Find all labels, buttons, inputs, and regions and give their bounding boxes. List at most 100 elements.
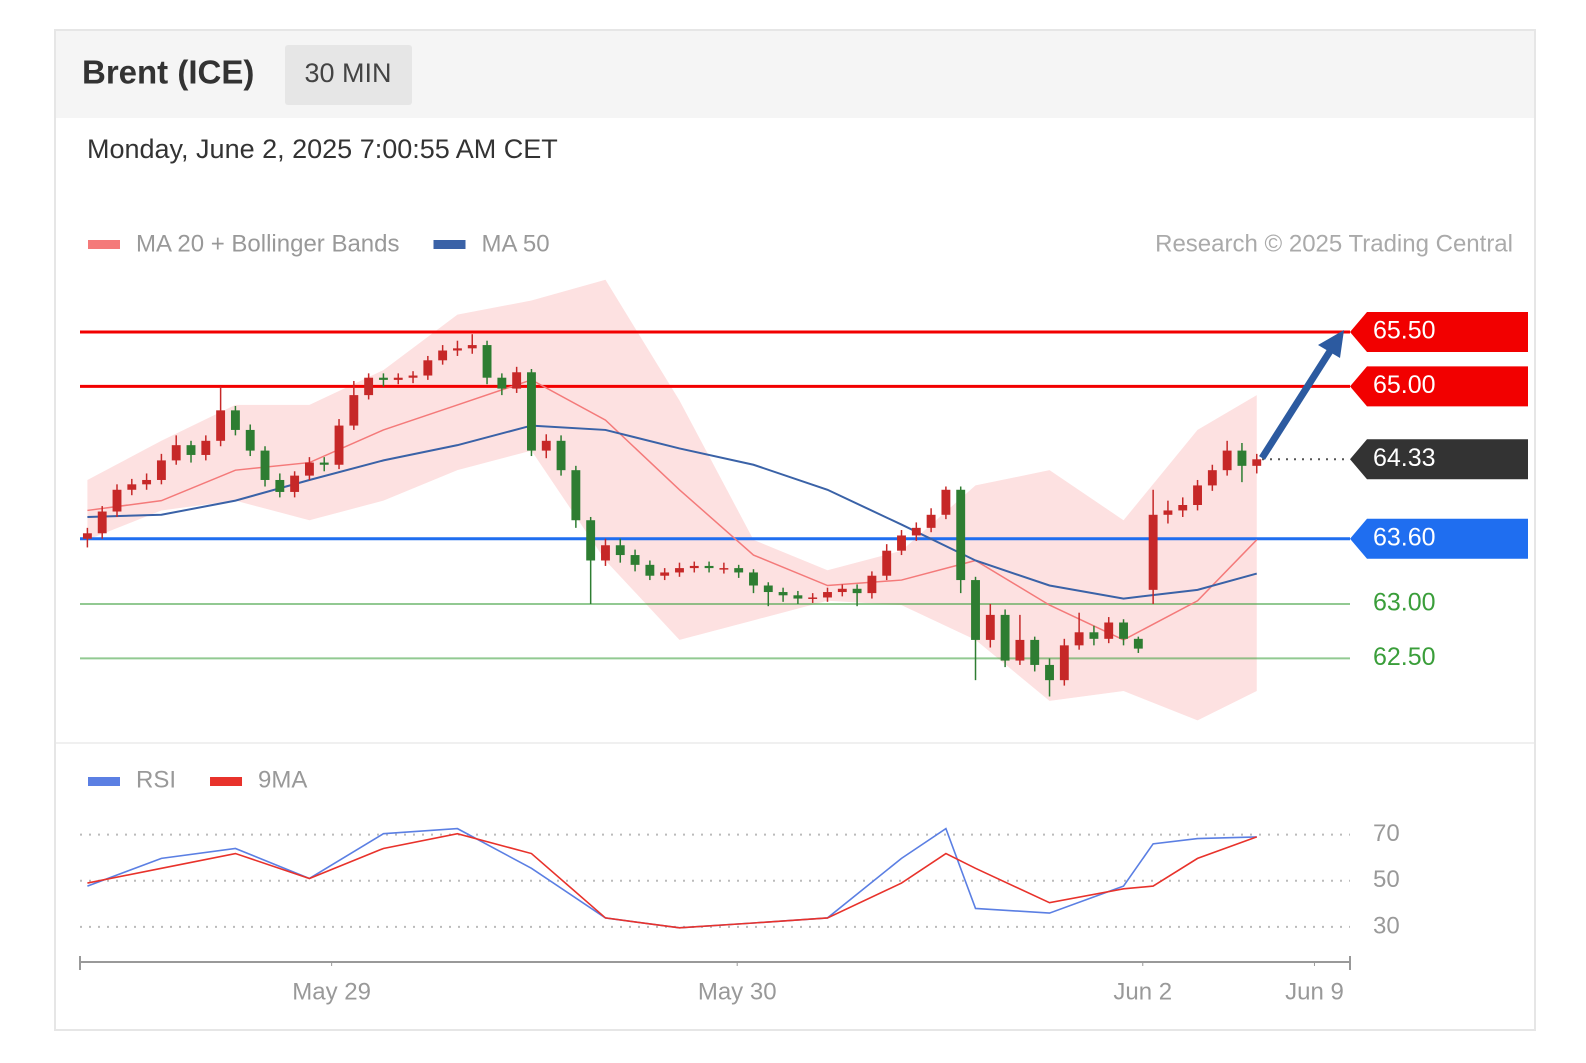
candle-body bbox=[497, 377, 507, 389]
level-tag bbox=[1350, 518, 1528, 559]
candle-body bbox=[630, 555, 640, 565]
x-tick-label: Jun 9 bbox=[1285, 978, 1344, 1005]
candle-body bbox=[334, 425, 344, 465]
forecast-arrow bbox=[1259, 346, 1335, 460]
candle-body bbox=[423, 360, 433, 376]
candle-body bbox=[527, 372, 536, 451]
level-label: 64.33 bbox=[1373, 444, 1436, 472]
candle-body bbox=[704, 565, 714, 569]
candle-body bbox=[186, 445, 196, 455]
y-tick-label: 30 bbox=[1373, 912, 1400, 939]
candle-body bbox=[512, 372, 522, 389]
candle-body bbox=[1237, 450, 1247, 466]
candle-body bbox=[1000, 614, 1010, 661]
candle-body bbox=[749, 572, 758, 586]
x-tick-label: May 30 bbox=[698, 978, 777, 1005]
level-label: 65.50 bbox=[1373, 317, 1436, 345]
candle-body bbox=[378, 377, 388, 380]
candle-body bbox=[926, 514, 936, 528]
candle-body bbox=[319, 462, 329, 465]
price-panel: MA 20 + Bollinger Bands MA 50 65.50 65.00 64… bbox=[80, 230, 1528, 721]
level-tag bbox=[1350, 312, 1528, 353]
candle-body bbox=[201, 440, 211, 455]
candle-body bbox=[719, 568, 729, 570]
legend-label: MA 20 + Bollinger Bands bbox=[136, 230, 400, 257]
legend-swatch bbox=[210, 777, 243, 786]
candle-body bbox=[364, 377, 374, 396]
legend-swatch bbox=[88, 777, 120, 786]
legend-label: MA 50 bbox=[482, 230, 550, 257]
candle-body bbox=[615, 545, 625, 556]
candle-body bbox=[304, 462, 314, 476]
forecast-arrowhead bbox=[1318, 330, 1344, 358]
candle-body bbox=[660, 572, 670, 576]
candle-body bbox=[1030, 639, 1040, 665]
candle-body bbox=[1178, 505, 1188, 511]
card-frame bbox=[54, 29, 1536, 1031]
candle-body bbox=[245, 429, 255, 451]
candle-body bbox=[1163, 510, 1173, 515]
candle-body bbox=[260, 450, 270, 480]
candle-body bbox=[601, 545, 610, 561]
candle-body bbox=[586, 520, 596, 561]
legend-label: RSI bbox=[136, 766, 176, 793]
header-bar bbox=[56, 31, 1534, 118]
level-label: 63.00 bbox=[1373, 589, 1436, 617]
level-label: 63.60 bbox=[1373, 523, 1436, 551]
candle-body bbox=[1207, 470, 1217, 486]
candle-body bbox=[556, 440, 566, 471]
candle-body bbox=[541, 440, 551, 451]
bollinger-band bbox=[87, 279, 1257, 721]
candle-body bbox=[1045, 664, 1054, 681]
candle-body bbox=[897, 535, 906, 551]
y-tick-label: 50 bbox=[1373, 866, 1400, 893]
candle-body bbox=[941, 489, 951, 515]
title: Brent (ICE) bbox=[82, 54, 254, 91]
candle-body bbox=[1104, 622, 1114, 639]
candle-body bbox=[171, 445, 181, 461]
level-label: 62.50 bbox=[1373, 643, 1436, 671]
candle-body bbox=[216, 410, 226, 441]
candle-body bbox=[349, 395, 359, 426]
x-tick-label: Jun 2 bbox=[1113, 978, 1172, 1005]
y-tick-label: 70 bbox=[1373, 820, 1400, 847]
candle-body bbox=[230, 410, 240, 430]
candle-body bbox=[882, 550, 892, 576]
candle-body bbox=[82, 533, 92, 539]
candle-body bbox=[971, 580, 980, 640]
candle-body bbox=[438, 350, 448, 361]
candle-body bbox=[778, 592, 788, 596]
candle-body bbox=[852, 588, 862, 594]
legend-swatch bbox=[433, 240, 466, 249]
level-tag bbox=[1350, 366, 1528, 407]
candle-body bbox=[408, 375, 418, 378]
candle-body bbox=[823, 592, 832, 598]
candle-body bbox=[911, 527, 921, 536]
candle-body bbox=[467, 345, 477, 349]
candle-body bbox=[734, 568, 744, 573]
candle-body bbox=[453, 348, 462, 351]
candle-body bbox=[1252, 459, 1262, 466]
candle-body bbox=[956, 489, 966, 581]
legend-swatch bbox=[88, 240, 120, 249]
level-tag bbox=[1350, 439, 1528, 480]
candle-body bbox=[1222, 450, 1232, 471]
candle-body bbox=[127, 484, 137, 490]
candle-body bbox=[393, 377, 403, 380]
candle-body bbox=[985, 614, 995, 640]
candle-body bbox=[867, 575, 877, 594]
timestamp: Monday, June 2, 2025 7:00:55 AM CET bbox=[87, 134, 558, 164]
interval-badge bbox=[285, 45, 412, 105]
candle-body bbox=[1193, 485, 1202, 505]
candle-body bbox=[808, 597, 818, 599]
candle-body bbox=[1074, 632, 1084, 646]
candle-body bbox=[837, 588, 847, 593]
candle-body bbox=[156, 460, 166, 480]
candle-body bbox=[97, 511, 107, 534]
interval: 30 MIN bbox=[304, 58, 391, 88]
level-label: 65.00 bbox=[1373, 371, 1436, 399]
ma-line bbox=[87, 379, 1258, 641]
candle-body bbox=[675, 568, 684, 573]
